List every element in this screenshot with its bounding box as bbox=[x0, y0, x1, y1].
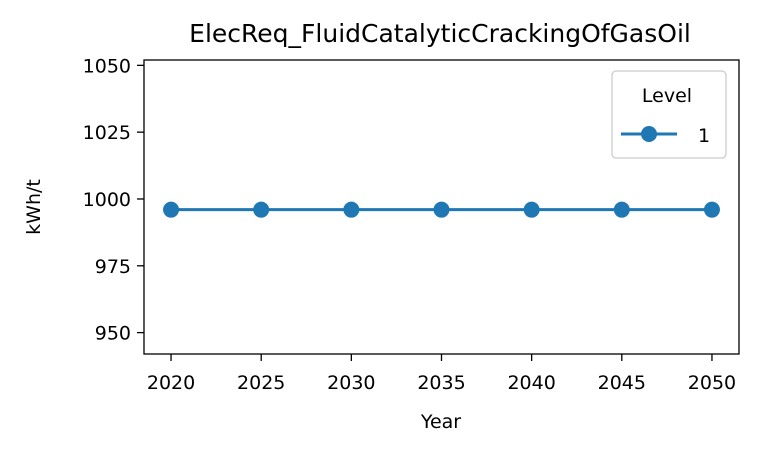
x-tick-label: 2025 bbox=[237, 372, 285, 394]
x-tick-label: 2035 bbox=[417, 372, 465, 394]
legend-label: 1 bbox=[698, 125, 710, 147]
data-point bbox=[253, 201, 270, 218]
y-tick-label: 1050 bbox=[83, 55, 131, 77]
y-tick-label: 975 bbox=[95, 256, 131, 278]
legend: Level 1 bbox=[611, 70, 727, 159]
legend-frame bbox=[611, 70, 727, 159]
data-point bbox=[343, 201, 360, 218]
y-tick-label: 950 bbox=[95, 323, 131, 345]
data-point bbox=[163, 201, 180, 218]
x-tick-label: 2045 bbox=[598, 372, 646, 394]
legend-title: Level bbox=[642, 85, 692, 107]
legend-marker-swatch bbox=[641, 126, 657, 142]
x-tick-label: 2020 bbox=[147, 372, 195, 394]
chart-title: ElecReq_FluidCatalyticCrackingOfGasOil bbox=[189, 19, 691, 48]
x-tick-label: 2030 bbox=[327, 372, 375, 394]
data-point bbox=[703, 201, 720, 218]
y-axis-label: kWh/t bbox=[23, 179, 45, 235]
x-tick-label: 2040 bbox=[507, 372, 555, 394]
data-point bbox=[613, 201, 630, 218]
plot-area: 2020 2025 2030 2035 2040 2045 2050 950 975 1000 10… bbox=[83, 55, 736, 394]
x-axis-label: Year bbox=[420, 411, 461, 433]
x-tick-label: 2050 bbox=[688, 372, 736, 394]
y-tick-label: 1025 bbox=[83, 122, 131, 144]
plot-frame bbox=[143, 59, 740, 355]
y-tick-label: 1000 bbox=[83, 189, 131, 211]
data-point bbox=[523, 201, 540, 218]
data-point bbox=[433, 201, 450, 218]
